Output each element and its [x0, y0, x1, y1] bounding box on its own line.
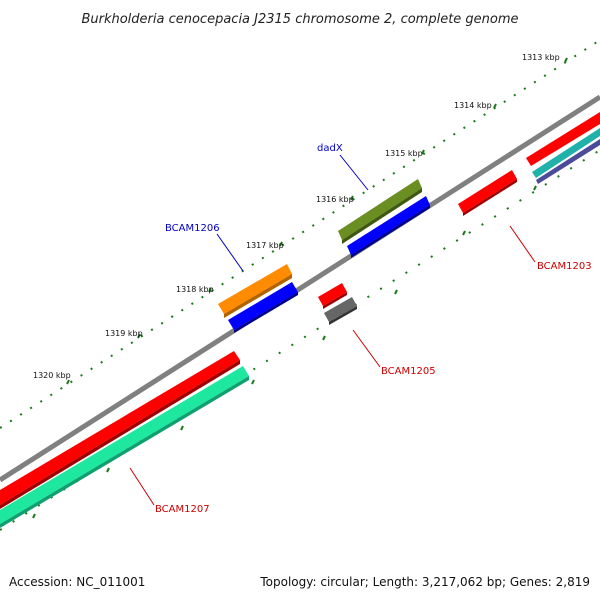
ruler-label: 1315 kbp: [385, 149, 423, 158]
ruler-label: 1319 kbp: [105, 329, 143, 338]
genome-info-text: Topology: circular; Length: 3,217,062 bp…: [259, 575, 590, 589]
gene-bcam1203-shadow: [463, 179, 517, 216]
gene-bcam1207-red-shadow: [0, 360, 240, 509]
gene-blue-1-shadow: [234, 292, 298, 333]
gene-label-bcam1203[interactable]: BCAM1203: [537, 261, 592, 272]
gene-blue-1[interactable]: [228, 282, 298, 330]
gene-navy-right[interactable]: [536, 139, 600, 184]
gene-red-right[interactable]: [526, 112, 600, 166]
ruler-label: 1316 kbp: [316, 195, 354, 204]
ruler-label: 1314 kbp: [454, 101, 492, 110]
gene-dadx-shadow: [342, 188, 422, 244]
gene-label-bcam1205[interactable]: BCAM1205: [381, 366, 436, 377]
ruler-track-outer: [0, 39, 600, 429]
gene-red-small-shadow: [323, 292, 347, 309]
gene-blue-2[interactable]: [347, 196, 430, 255]
gene-bcam1207-shadow: [0, 376, 249, 528]
leader-bcam1206: [216, 233, 244, 272]
gene-bcam1206[interactable]: [218, 264, 292, 314]
gene-bcam1206-shadow: [224, 274, 292, 318]
leader-bcam1205: [352, 329, 381, 368]
map-title: Burkholderia cenocepacia J2315 chromosom…: [81, 12, 518, 27]
gene-bcam1207-red[interactable]: [0, 351, 240, 505]
ruler-major-ticks: [32, 57, 568, 519]
ruler-label: 1313 kbp: [522, 53, 560, 62]
gene-bcam1205[interactable]: [324, 297, 357, 322]
accession-text: Accession: NC_011001: [9, 575, 145, 589]
gene-label-bcam1206[interactable]: BCAM1206: [165, 223, 220, 234]
gene-bcam1207[interactable]: [0, 366, 249, 524]
gene-teal-right[interactable]: [532, 128, 600, 178]
gene-label-dadx[interactable]: dadX: [317, 143, 343, 154]
gene-label-bcam1207[interactable]: BCAM1207: [155, 504, 210, 515]
gene-bcam1203[interactable]: [458, 170, 517, 213]
leader-bcam1203: [509, 225, 536, 263]
leader-bcam1207: [129, 467, 155, 506]
gene-dadx[interactable]: [338, 179, 422, 240]
gene-red-small[interactable]: [318, 283, 347, 306]
gene-bcam1205-shadow: [329, 306, 357, 325]
chromosome-backbone: [0, 94, 600, 483]
ruler-label: 1318 kbp: [176, 285, 214, 294]
leader-dadx: [339, 154, 369, 191]
ruler-label: 1320 kbp: [33, 371, 71, 380]
ruler-label: 1317 kbp: [246, 241, 284, 250]
gene-blue-2-shadow: [351, 205, 430, 258]
